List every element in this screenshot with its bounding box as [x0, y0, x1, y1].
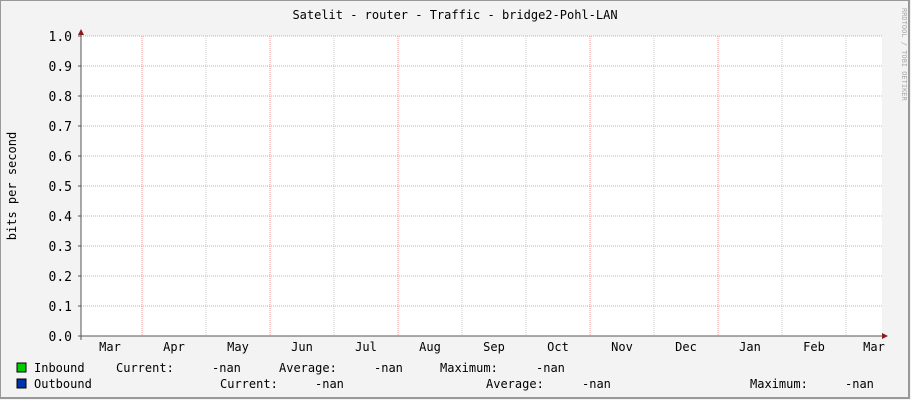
- x-axis-arrow-icon: [882, 333, 888, 339]
- x-tick-label: Jul: [355, 340, 377, 354]
- legend-current-value: -nan: [212, 361, 241, 375]
- legend-name: Outbound: [34, 377, 92, 391]
- y-tick-label: 0.9: [49, 60, 72, 75]
- y-axis-arrow-icon: [78, 29, 84, 35]
- legend-average-value: -nan: [582, 377, 611, 391]
- legend-current-label: Current:: [116, 361, 174, 375]
- x-tick-label: Mar: [863, 340, 885, 354]
- x-tick-label: Feb: [803, 340, 825, 354]
- legend-average-label: Average:: [279, 361, 337, 375]
- x-tick-label: May: [227, 340, 249, 354]
- y-tick-label: 0.1: [49, 300, 72, 315]
- y-tick-label: 1.0: [49, 30, 72, 45]
- x-tick-label: Nov: [611, 340, 633, 354]
- y-tick-label: 0.6: [49, 150, 72, 165]
- x-tick-label: Mar: [99, 340, 121, 354]
- legend-current-label: Current:: [220, 377, 278, 391]
- legend-current-value: -nan: [315, 377, 344, 391]
- x-tick-label: Sep: [483, 340, 505, 354]
- legend-inbound: Inbound Current: -nan Average: -nan Maxi…: [16, 361, 565, 375]
- legend-average-value: -nan: [374, 361, 403, 375]
- legend-maximum-value: -nan: [536, 361, 565, 375]
- watermark: RRDTOOL / TOBI OETIKER: [900, 8, 908, 102]
- legend-maximum-label: Maximum:: [750, 377, 808, 391]
- y-tick-label: 0.7: [49, 120, 72, 135]
- y-axis-label: bits per second: [5, 132, 19, 240]
- y-tick-label: 0.2: [49, 270, 72, 285]
- y-tick-label: 0.5: [49, 180, 72, 195]
- legend-maximum-label: Maximum:: [440, 361, 498, 375]
- legend-average-label: Average:: [486, 377, 544, 391]
- x-tick-label: Apr: [163, 340, 185, 354]
- y-tick-label: 0.8: [49, 90, 72, 105]
- x-tick-label: Jun: [291, 340, 313, 354]
- y-tick-label: 0.4: [49, 210, 73, 225]
- x-tick-label: Aug: [419, 340, 441, 354]
- x-tick-label: Dec: [675, 340, 697, 354]
- x-tick-label: Oct: [547, 340, 569, 354]
- chart-title: Satelit - router - Traffic - bridge2-Poh…: [292, 8, 617, 22]
- legend-outbound: Outbound Current: -nan Average: -nan Max…: [16, 377, 874, 391]
- legend-swatch-inbound: [16, 362, 27, 373]
- x-tick-label: Jan: [739, 340, 761, 354]
- legend-swatch-outbound: [16, 378, 27, 389]
- y-tick-label: 0.0: [49, 330, 72, 345]
- y-tick-label: 0.3: [49, 240, 72, 255]
- legend-maximum-value: -nan: [845, 377, 874, 391]
- legend-name: Inbound: [34, 361, 85, 375]
